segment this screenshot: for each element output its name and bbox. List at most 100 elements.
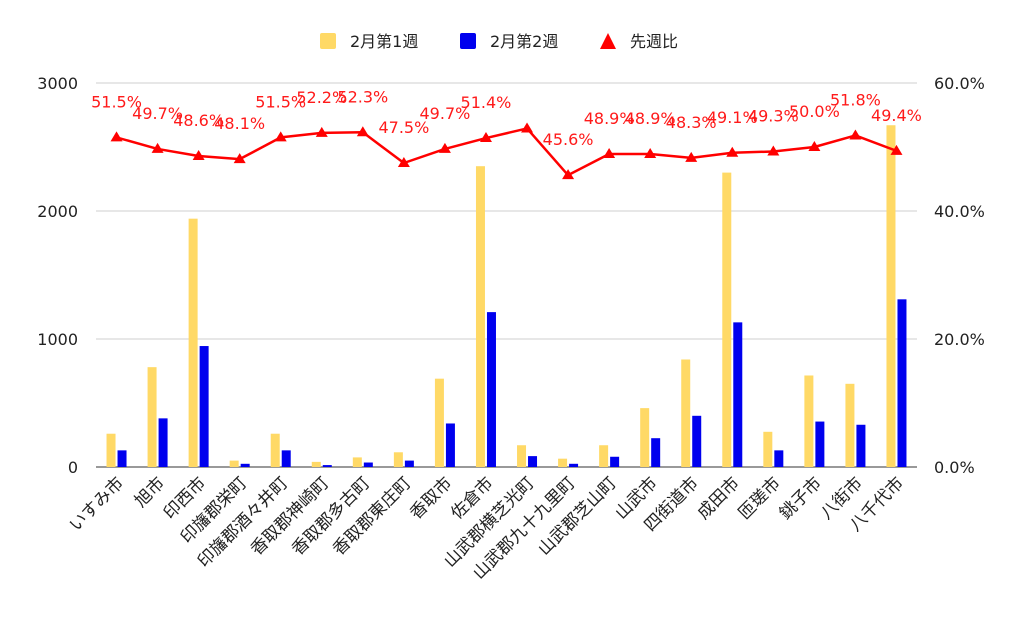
ratio-marker: [644, 148, 657, 159]
bar-week1: [722, 172, 732, 467]
category-labels: いすみ市 旭市印西市印旛郡栄町印旛郡酒々井町香取郡神崎町香取郡多古町香取郡東庄町香…: [66, 473, 908, 583]
right-axis: 0.0% 20.0% 40.0% 60.0%: [934, 74, 985, 477]
bar-week1: [311, 461, 321, 467]
bar-week2: [117, 450, 127, 467]
bar-week2: [158, 418, 168, 467]
bar-week1: [763, 431, 773, 467]
ratio-data-label: 48.9%: [625, 109, 676, 128]
legend-week1-swatch: [320, 33, 336, 49]
category-label: 銚子市: [776, 473, 826, 523]
bar-week2: [404, 460, 414, 467]
bar-week2: [486, 312, 496, 467]
bar-week2: [240, 463, 250, 467]
ratio-data-label: 48.9%: [584, 109, 635, 128]
bar-week1: [270, 433, 280, 467]
category-label: いすみ市: [66, 473, 128, 535]
ratio-marker: [110, 131, 123, 142]
bar-week1: [681, 359, 691, 467]
legend-ratio-swatch: [600, 33, 616, 49]
left-tick-label: 2000: [37, 202, 78, 221]
bar-week2: [651, 438, 661, 467]
left-axis: 0 1000 2000 3000: [37, 74, 78, 477]
ratio-data-label: 45.6%: [543, 130, 594, 149]
left-tick-label: 1000: [37, 330, 78, 349]
ratio-marker: [479, 132, 492, 143]
bar-week1: [434, 378, 444, 467]
left-tick-label: 3000: [37, 74, 78, 93]
ratio-marker: [397, 157, 410, 167]
bar-week2: [692, 415, 702, 467]
bar-week1: [147, 367, 157, 467]
bar-week2: [199, 346, 209, 467]
bar-week1: [640, 408, 650, 467]
bar-week2: [774, 450, 784, 467]
data-labels: 51.5%49.7%48.6%48.1%51.5%52.2%52.3%47.5%…: [91, 87, 922, 149]
category-label: 匝瑳市: [735, 473, 785, 523]
bar-week1: [558, 458, 568, 467]
bar-week2: [528, 456, 538, 467]
legend: 2月第1週 2月第2週 先週比: [320, 32, 678, 51]
ratio-marker: [890, 144, 903, 155]
ratio-marker: [356, 126, 369, 137]
ratio-marker: [767, 145, 780, 156]
legend-ratio-label: 先週比: [630, 32, 678, 51]
ratio-marker: [192, 149, 205, 160]
ratio-data-label: 48.6%: [173, 111, 224, 130]
ratio-data-label: 51.4%: [461, 93, 512, 112]
ratio-marker: [151, 142, 164, 153]
bar-week2: [281, 450, 291, 467]
ratio-data-label: 49.7%: [132, 104, 183, 123]
bar-week2: [610, 456, 620, 467]
ratio-data-label: 52.2%: [296, 88, 347, 107]
ratio-data-label: 52.3%: [337, 87, 388, 106]
bar-week2: [569, 463, 579, 467]
right-tick-label: 20.0%: [934, 330, 985, 349]
bar-week2: [445, 423, 455, 467]
ratio-line: [110, 122, 903, 180]
ratio-data-label: 51.5%: [91, 92, 142, 111]
bar-week1: [352, 457, 362, 467]
bar-week2: [815, 421, 825, 467]
right-tick-label: 0.0%: [934, 458, 975, 477]
gridlines: [96, 82, 917, 468]
legend-week2-swatch: [460, 33, 476, 49]
bar-week1: [845, 383, 855, 467]
ratio-marker: [808, 141, 821, 151]
ratio-marker: [521, 122, 534, 133]
ratio-data-label: 47.5%: [378, 118, 429, 137]
ratio-marker: [849, 129, 862, 140]
bar-week1: [475, 166, 485, 467]
ratio-data-label: 51.8%: [830, 90, 881, 109]
ratio-data-label: 48.3%: [666, 113, 717, 132]
bar-week2: [363, 462, 373, 467]
ratio-data-label: 49.3%: [748, 106, 799, 125]
bar-week2: [856, 424, 866, 467]
ratio-data-label: 49.4%: [871, 106, 922, 125]
category-label: 香取市: [406, 473, 456, 523]
bar-week2: [733, 322, 743, 467]
ratio-marker: [233, 153, 246, 164]
bar-week2: [897, 299, 907, 467]
ratio-data-label: 49.1%: [707, 108, 758, 127]
category-label: 成田市: [694, 473, 744, 523]
bar-week1: [886, 125, 896, 468]
ratio-marker: [315, 126, 328, 137]
ratio-marker: [274, 131, 287, 142]
bar-week1: [106, 433, 116, 467]
bar-week2: [322, 465, 332, 467]
ratio-marker: [726, 146, 739, 157]
ratio-data-label: 51.5%: [255, 92, 306, 111]
right-tick-label: 40.0%: [934, 202, 985, 221]
bars: [106, 125, 907, 468]
bar-week1: [229, 460, 239, 467]
legend-week2-label: 2月第2週: [490, 32, 558, 51]
ratio-marker: [685, 151, 698, 162]
left-tick-label: 0: [68, 458, 78, 477]
bar-week1: [804, 375, 814, 467]
ratio-data-label: 50.0%: [789, 102, 840, 121]
bar-week1: [599, 445, 609, 467]
ratio-marker: [438, 142, 451, 153]
bar-week1: [188, 218, 198, 467]
